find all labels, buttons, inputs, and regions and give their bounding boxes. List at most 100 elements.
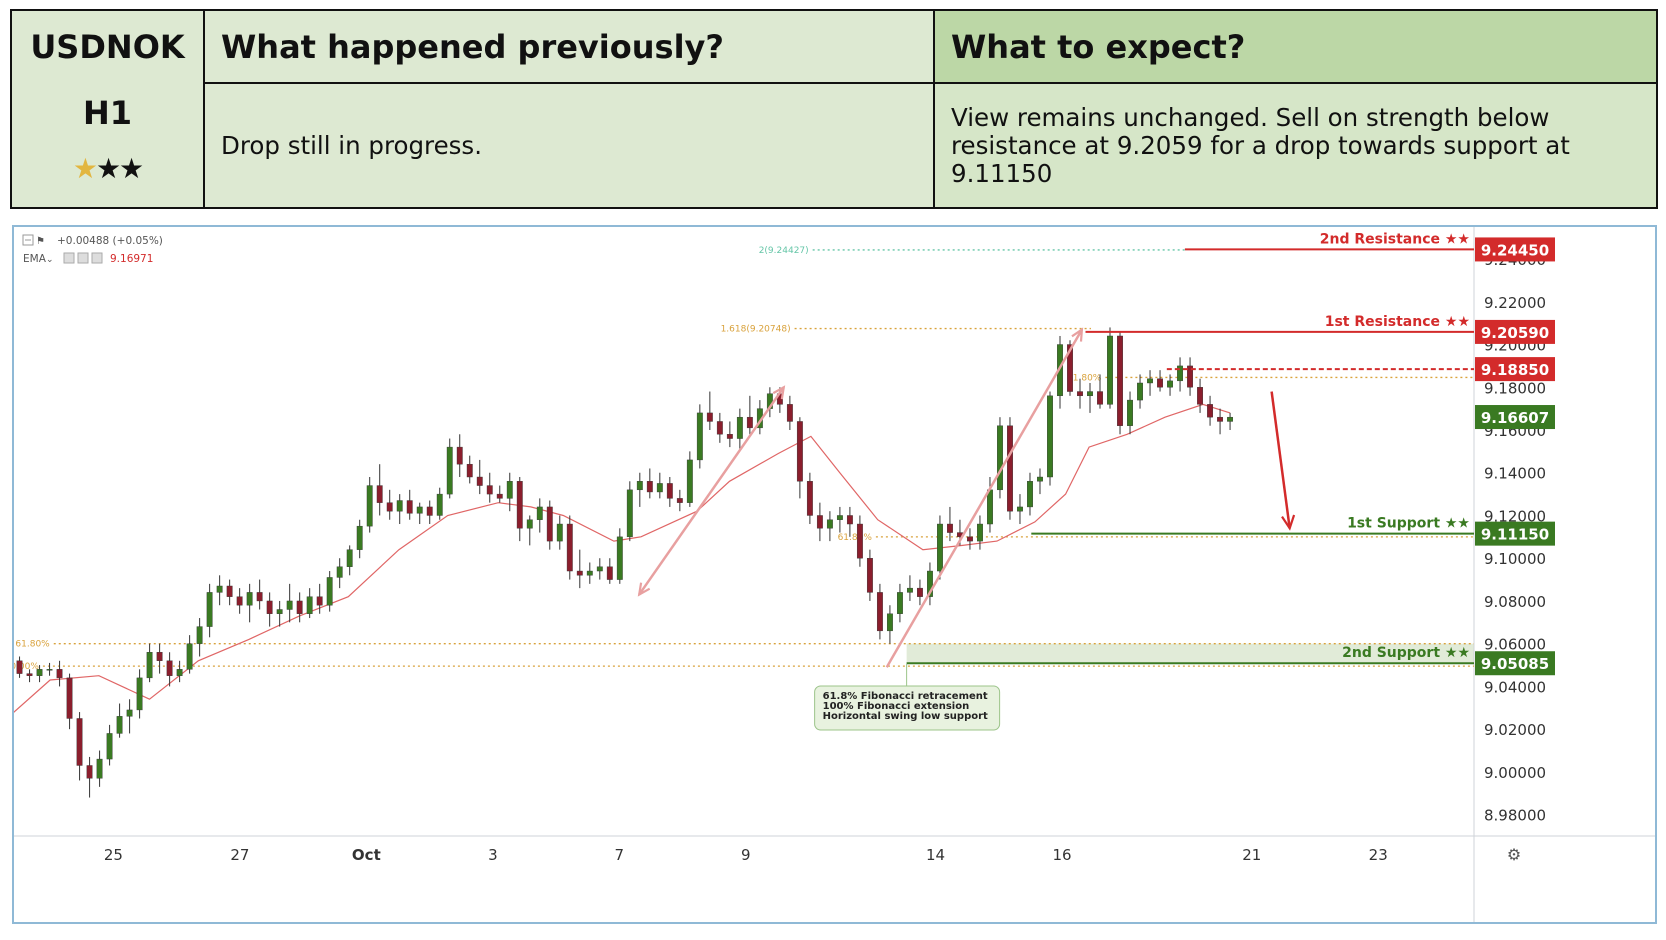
symbol-cell: USDNOK H1 ★★★ bbox=[12, 11, 205, 207]
candle-body bbox=[336, 566, 343, 578]
level-tag bbox=[1475, 237, 1555, 262]
rating-star-black-icon: ★★ bbox=[95, 152, 144, 185]
level-tag bbox=[1475, 521, 1555, 546]
level-tag bbox=[1475, 357, 1555, 382]
candle-body bbox=[96, 758, 103, 779]
candle-body bbox=[616, 536, 623, 580]
candle-body bbox=[967, 536, 973, 542]
candle-body bbox=[576, 570, 583, 576]
candle-body bbox=[876, 592, 883, 632]
candle-body bbox=[436, 493, 443, 516]
expect-text: View remains unchanged. Sell on strength… bbox=[935, 84, 1656, 207]
previous-column: What happened previously? Drop still in … bbox=[205, 11, 935, 207]
expect-column: What to expect? View remains unchanged. … bbox=[935, 11, 1656, 207]
candle-body bbox=[306, 596, 313, 614]
arrow-head bbox=[772, 385, 786, 400]
arrow-head bbox=[1071, 327, 1084, 342]
fib-level-label: 1.618(9.20748) bbox=[721, 325, 791, 335]
candle-body bbox=[937, 523, 943, 572]
candle-body bbox=[626, 489, 633, 538]
y-tick-label: 9.00000 bbox=[1484, 764, 1546, 782]
price-chart-panel[interactable]: 8.98000 9.00000 9.02000 9.04000 9.06000 9.080… bbox=[12, 225, 1657, 924]
level-tag-value: 9.18850 bbox=[1481, 361, 1549, 379]
candle-body bbox=[676, 498, 683, 503]
current-price-tag bbox=[1475, 405, 1555, 430]
level-label: 1st Resistance ★★ bbox=[1325, 314, 1470, 330]
candle-body bbox=[596, 566, 603, 572]
rating-star-gold-icon: ★ bbox=[72, 152, 98, 185]
candle-body bbox=[216, 585, 223, 593]
y-tick-label: 9.22000 bbox=[1484, 294, 1546, 312]
candle-body bbox=[286, 600, 293, 610]
candle-body bbox=[706, 412, 713, 422]
candle-body bbox=[66, 677, 73, 719]
close-icon[interactable] bbox=[91, 252, 103, 264]
candle-body bbox=[886, 613, 893, 632]
candle-body bbox=[726, 434, 733, 439]
candle-body bbox=[1087, 391, 1093, 397]
candle-body bbox=[456, 446, 463, 465]
candle-body bbox=[816, 515, 823, 529]
fib-level-label: 2(9.24427) bbox=[759, 246, 809, 256]
candle-body bbox=[806, 481, 813, 516]
x-tick-label: 27 bbox=[230, 846, 249, 864]
candle-body bbox=[486, 485, 493, 495]
candle-body bbox=[636, 481, 643, 491]
candle-body bbox=[476, 476, 483, 486]
settings-icon[interactable] bbox=[77, 252, 89, 264]
candle-body bbox=[526, 519, 533, 529]
candle-body bbox=[236, 596, 243, 606]
chevron-down-icon[interactable]: ⌄ bbox=[46, 255, 54, 265]
candle-body bbox=[146, 652, 153, 679]
legend-flag-icon: ⚑ bbox=[36, 236, 45, 247]
candle-body bbox=[206, 592, 213, 627]
candle-body bbox=[856, 523, 863, 559]
candle-body bbox=[1177, 365, 1183, 382]
candle-body bbox=[1097, 391, 1103, 405]
y-tick-label: 8.98000 bbox=[1484, 807, 1546, 825]
candle-body bbox=[506, 481, 513, 499]
candle-body bbox=[36, 669, 43, 676]
y-tick-label: 9.08000 bbox=[1484, 593, 1546, 611]
candle-body bbox=[266, 600, 273, 614]
y-tick-label: 9.06000 bbox=[1484, 636, 1546, 654]
candle-body bbox=[176, 669, 183, 676]
candle-body bbox=[1157, 378, 1163, 388]
candle-body bbox=[1197, 387, 1203, 405]
candle-body bbox=[566, 523, 573, 572]
candle-body bbox=[796, 421, 803, 482]
eye-icon[interactable] bbox=[63, 252, 75, 264]
arrow-head bbox=[637, 582, 651, 597]
y-tick-label: 9.12000 bbox=[1484, 507, 1546, 525]
x-tick-label: 7 bbox=[615, 846, 625, 864]
x-tick-label: 9 bbox=[741, 846, 751, 864]
candle-body bbox=[556, 523, 563, 542]
y-tick-label: 9.04000 bbox=[1484, 678, 1546, 696]
candle-body bbox=[896, 592, 903, 614]
y-tick-label: 9.10000 bbox=[1484, 550, 1546, 568]
candle-body bbox=[656, 483, 663, 493]
callout-line: 100% Fibonacci extension bbox=[823, 701, 970, 712]
price-chart[interactable]: 8.98000 9.00000 9.02000 9.04000 9.06000 9.080… bbox=[14, 227, 1655, 922]
candle-body bbox=[26, 673, 33, 676]
candle-body bbox=[86, 765, 93, 779]
candle-body bbox=[606, 566, 613, 580]
candle-body bbox=[516, 481, 523, 529]
indicator-name[interactable]: EMA bbox=[23, 253, 47, 265]
candle-body bbox=[666, 483, 673, 499]
candle-body bbox=[406, 500, 413, 514]
level-tag bbox=[1475, 651, 1555, 676]
candle-body bbox=[196, 626, 203, 644]
candle-body bbox=[907, 587, 913, 593]
candle-body bbox=[56, 669, 63, 679]
candle-body bbox=[76, 718, 83, 766]
candle-body bbox=[166, 660, 173, 676]
candle-body bbox=[1147, 378, 1153, 384]
rating-stars: ★★★ bbox=[72, 152, 144, 185]
level-label: 2nd Support ★★ bbox=[1342, 645, 1470, 661]
candle-body bbox=[786, 404, 793, 422]
candle-body bbox=[316, 596, 323, 606]
candle-body bbox=[366, 485, 373, 527]
collapse-icon[interactable] bbox=[22, 234, 34, 246]
candle-body bbox=[396, 500, 403, 512]
